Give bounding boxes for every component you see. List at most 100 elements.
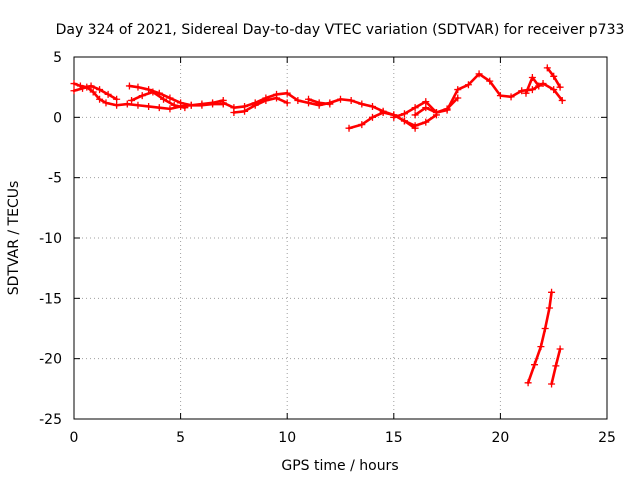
chart-title: Day 324 of 2021, Sidereal Day-to-day VTE… (56, 22, 625, 38)
x-axis-label: GPS time / hours (281, 458, 398, 474)
data-point (166, 94, 174, 102)
data-point (177, 99, 185, 107)
data-point (507, 93, 515, 101)
data-point (337, 95, 344, 103)
series-track-m (524, 288, 556, 387)
data-point (347, 96, 355, 104)
series-track-b (70, 82, 121, 103)
data-point (113, 101, 121, 109)
series-track-g (305, 95, 334, 108)
data-point (262, 96, 270, 104)
data-point (170, 101, 178, 109)
plot-frame (73, 56, 608, 420)
data-point (145, 102, 153, 110)
data-point (464, 81, 472, 89)
data-point (454, 86, 462, 94)
series-track-n (548, 345, 564, 388)
data-point (411, 122, 419, 130)
data-point (89, 88, 97, 96)
series-track-h (345, 109, 440, 132)
series-track-f (230, 94, 291, 117)
data-point (219, 99, 227, 107)
y-tick-label: -5 (48, 171, 62, 187)
data-point (432, 109, 440, 117)
data-point (422, 104, 430, 112)
data-point (443, 105, 451, 113)
data-point (537, 343, 545, 351)
data-point (79, 84, 87, 92)
series-track-j (411, 94, 462, 119)
data-point (400, 110, 408, 118)
data-point (522, 89, 530, 97)
data-point (475, 70, 483, 78)
data-point (181, 104, 189, 112)
y-tick-label: 5 (53, 50, 62, 66)
x-tick-label: 15 (385, 430, 403, 446)
data-point (524, 379, 532, 387)
y-tick-label: -10 (39, 231, 62, 247)
data-point (548, 288, 556, 296)
data-point (198, 101, 206, 109)
data-point (548, 380, 556, 388)
data-point (411, 111, 419, 119)
data-point (422, 98, 430, 106)
data-point (518, 87, 526, 95)
data-point (326, 100, 334, 108)
data-point (273, 94, 281, 102)
data-point (96, 86, 104, 94)
data-point (241, 107, 249, 115)
data-point (96, 95, 104, 103)
data-point (145, 86, 153, 94)
data-point (528, 86, 536, 94)
data-point (358, 121, 366, 129)
data-point (128, 96, 136, 104)
data-point (454, 94, 462, 102)
series-track-c (125, 82, 227, 109)
data-point (545, 304, 553, 312)
data-point (486, 77, 494, 85)
data-point (155, 104, 163, 112)
series-track-l (543, 64, 564, 91)
data-point (528, 74, 536, 82)
x-tick-label: 0 (70, 430, 79, 446)
grid-lines (74, 57, 607, 419)
series-track-e (219, 89, 419, 132)
data-point (166, 105, 174, 113)
data-point (87, 82, 95, 90)
y-tick-label: -20 (39, 352, 62, 368)
data-point (251, 101, 259, 109)
y-tick-label: 0 (53, 110, 62, 126)
data-point (104, 90, 112, 98)
y-tick-label: -25 (39, 412, 62, 428)
tick-labels: 0 5 10 15 20 25 -25 -20 -15 -10 -5 0 5 (39, 50, 616, 446)
data-point (102, 99, 110, 107)
x-tick-label: 25 (598, 430, 616, 446)
data-point (149, 88, 157, 96)
series-track-a (70, 80, 227, 113)
series-track-d (128, 88, 189, 112)
data-point (123, 100, 131, 108)
data-point (400, 117, 408, 125)
data-point (552, 362, 560, 370)
x-tick-label: 20 (491, 430, 509, 446)
data-point (379, 109, 387, 117)
series-line (526, 290, 553, 385)
series-track-k (522, 74, 543, 97)
data-point (283, 99, 291, 107)
data-point (187, 101, 195, 109)
data-point (294, 96, 302, 104)
data-point (550, 86, 558, 94)
data-point (283, 89, 291, 97)
data-point (315, 99, 323, 107)
data-point (209, 100, 217, 108)
x-tick-label: 10 (278, 430, 296, 446)
data-point (368, 102, 376, 110)
data-point (539, 80, 547, 88)
data-point (125, 82, 133, 90)
data-point (160, 95, 168, 103)
data-point (134, 83, 142, 91)
data-point (134, 101, 142, 109)
data-point (345, 124, 353, 132)
data-point (305, 95, 313, 103)
